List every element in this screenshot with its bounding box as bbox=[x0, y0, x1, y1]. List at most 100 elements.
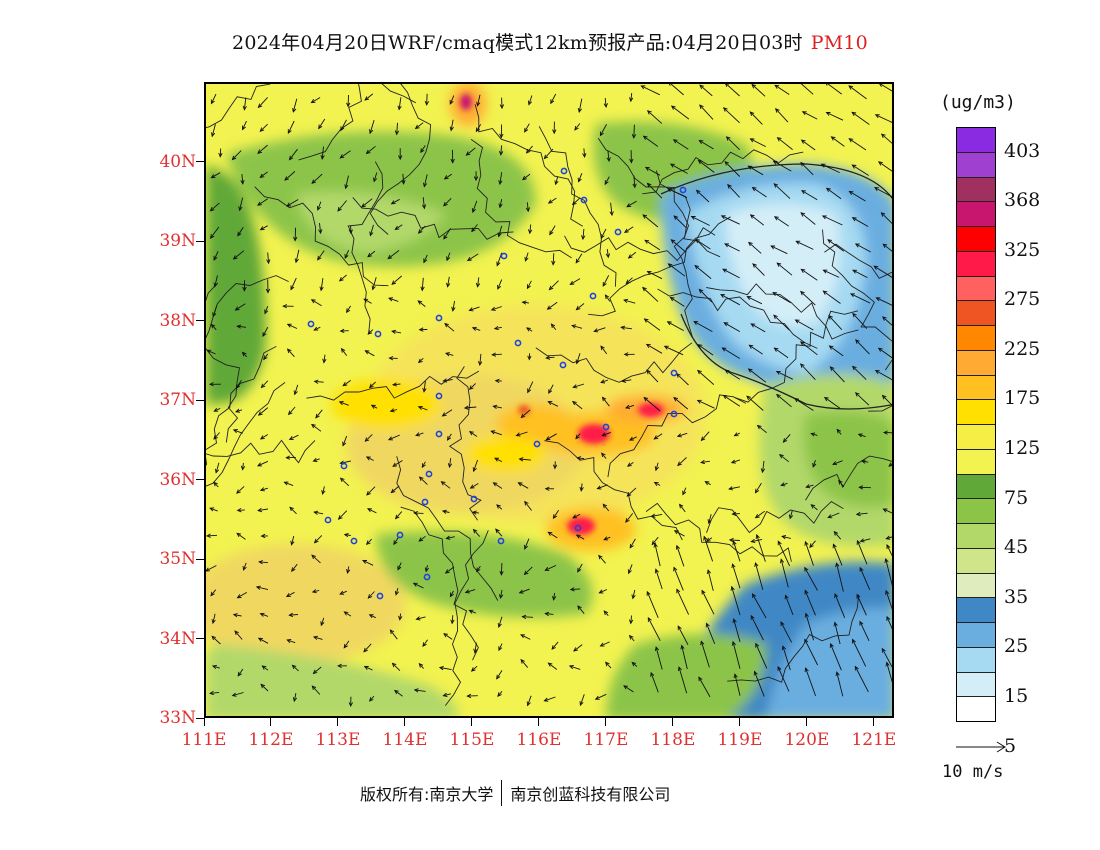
wind-arrow bbox=[694, 239, 711, 250]
wind-arrow bbox=[677, 666, 688, 694]
wind-arrow bbox=[472, 459, 479, 473]
wind-arrow bbox=[312, 457, 320, 462]
wind-arrow bbox=[877, 347, 892, 359]
wind-arrow bbox=[213, 251, 219, 261]
wind-arrow bbox=[669, 163, 688, 174]
wind-arrow bbox=[421, 197, 427, 210]
wind-arrow bbox=[628, 436, 637, 441]
wind-arrow bbox=[213, 407, 221, 412]
wind-arrow bbox=[394, 511, 403, 520]
wind-arrow bbox=[417, 357, 424, 364]
wind-arrow bbox=[322, 354, 327, 364]
wind-arrow bbox=[366, 508, 377, 514]
wind-arrow bbox=[366, 486, 376, 496]
wind-arrow bbox=[751, 84, 766, 97]
wind-arrow bbox=[673, 530, 685, 537]
lon-label-113e: 113E bbox=[315, 730, 361, 750]
wind-arrow bbox=[699, 84, 713, 97]
wind-arrow bbox=[342, 435, 348, 447]
wind-arrow bbox=[832, 543, 843, 566]
wind-arrow bbox=[496, 504, 503, 510]
wind-arrow bbox=[603, 97, 608, 109]
lat-tick bbox=[196, 320, 204, 321]
wind-arrow bbox=[680, 644, 688, 670]
wind-arrow bbox=[749, 111, 763, 125]
city-marker bbox=[307, 320, 315, 328]
wind-arrow bbox=[313, 326, 321, 331]
city-marker bbox=[435, 314, 443, 322]
wind-arrow bbox=[547, 197, 557, 204]
border-line bbox=[544, 440, 683, 541]
wind-arrow bbox=[675, 544, 685, 567]
wind-arrow bbox=[289, 506, 297, 515]
wind-arrow bbox=[392, 460, 403, 467]
wind-arrow bbox=[859, 566, 871, 590]
wind-arrow bbox=[606, 150, 611, 163]
wind-arrow bbox=[601, 452, 607, 459]
wind-arrow bbox=[856, 539, 868, 565]
wind-arrow bbox=[577, 173, 583, 183]
wind-arrow bbox=[339, 590, 347, 595]
wind-arrow bbox=[577, 98, 583, 114]
wind-arrow bbox=[218, 148, 223, 158]
wind-arrow bbox=[258, 560, 268, 565]
wind-arrow bbox=[781, 645, 791, 671]
wind-arrow bbox=[544, 564, 557, 571]
wind-arrow bbox=[293, 227, 298, 242]
wind-arrow bbox=[498, 199, 503, 209]
wind-arrow bbox=[420, 145, 426, 154]
legend-swatch bbox=[957, 647, 995, 673]
legend-swatch bbox=[957, 251, 995, 277]
wind-arrow bbox=[642, 286, 659, 302]
coastline bbox=[660, 163, 892, 410]
wind-arrow bbox=[265, 279, 271, 294]
wind-arrow bbox=[473, 171, 479, 182]
wind-arrow bbox=[600, 345, 608, 355]
wind-arrow bbox=[498, 589, 504, 599]
wind-arrow bbox=[882, 430, 892, 435]
wind-arrow bbox=[391, 275, 402, 285]
wind-arrow bbox=[770, 245, 788, 255]
wind-arrow bbox=[473, 642, 478, 654]
wind-arrow bbox=[291, 563, 298, 573]
wind-arrow bbox=[820, 163, 840, 174]
wind-arrow bbox=[772, 160, 792, 172]
wind-arrow bbox=[471, 510, 480, 515]
wind-arrow bbox=[552, 121, 557, 135]
wind-arrow bbox=[835, 562, 844, 592]
wind-arrow bbox=[337, 663, 347, 669]
wind-arrow bbox=[804, 589, 816, 616]
lat-label-40n: 40N bbox=[159, 151, 196, 172]
wind-arrow bbox=[255, 585, 269, 591]
wind-arrow bbox=[210, 93, 217, 105]
wind-arrow bbox=[338, 274, 347, 282]
wind-arrow bbox=[722, 268, 740, 279]
wind-arrow bbox=[724, 160, 741, 177]
wind-arrow bbox=[497, 691, 503, 698]
wind-arrow bbox=[316, 201, 322, 211]
wind-arrow bbox=[605, 249, 611, 259]
wind-arrow bbox=[852, 638, 867, 667]
wind-arrow bbox=[647, 617, 661, 641]
legend-swatch bbox=[957, 524, 995, 549]
city-marker bbox=[560, 167, 568, 175]
lat-label-38n: 38N bbox=[159, 310, 196, 331]
wind-arrow bbox=[412, 582, 424, 589]
wind-arrow bbox=[389, 629, 398, 640]
wind-arrow bbox=[339, 150, 351, 159]
wind-arrow bbox=[337, 200, 347, 212]
legend-label-275: 275 bbox=[1004, 288, 1041, 311]
border-line bbox=[206, 282, 241, 443]
wind-arrow bbox=[213, 432, 220, 440]
wind-arrow bbox=[283, 481, 294, 487]
pollution-hotspots bbox=[460, 94, 664, 535]
wind-arrow bbox=[417, 405, 428, 411]
wind-arrow bbox=[499, 562, 504, 576]
wind-arrow bbox=[211, 635, 221, 645]
wind-arrow bbox=[518, 457, 531, 462]
border-line bbox=[564, 227, 716, 262]
wind-arrow bbox=[747, 368, 767, 383]
wind-arrow bbox=[418, 662, 424, 669]
wind-arrow bbox=[257, 407, 269, 416]
wind-arrow bbox=[880, 212, 892, 225]
